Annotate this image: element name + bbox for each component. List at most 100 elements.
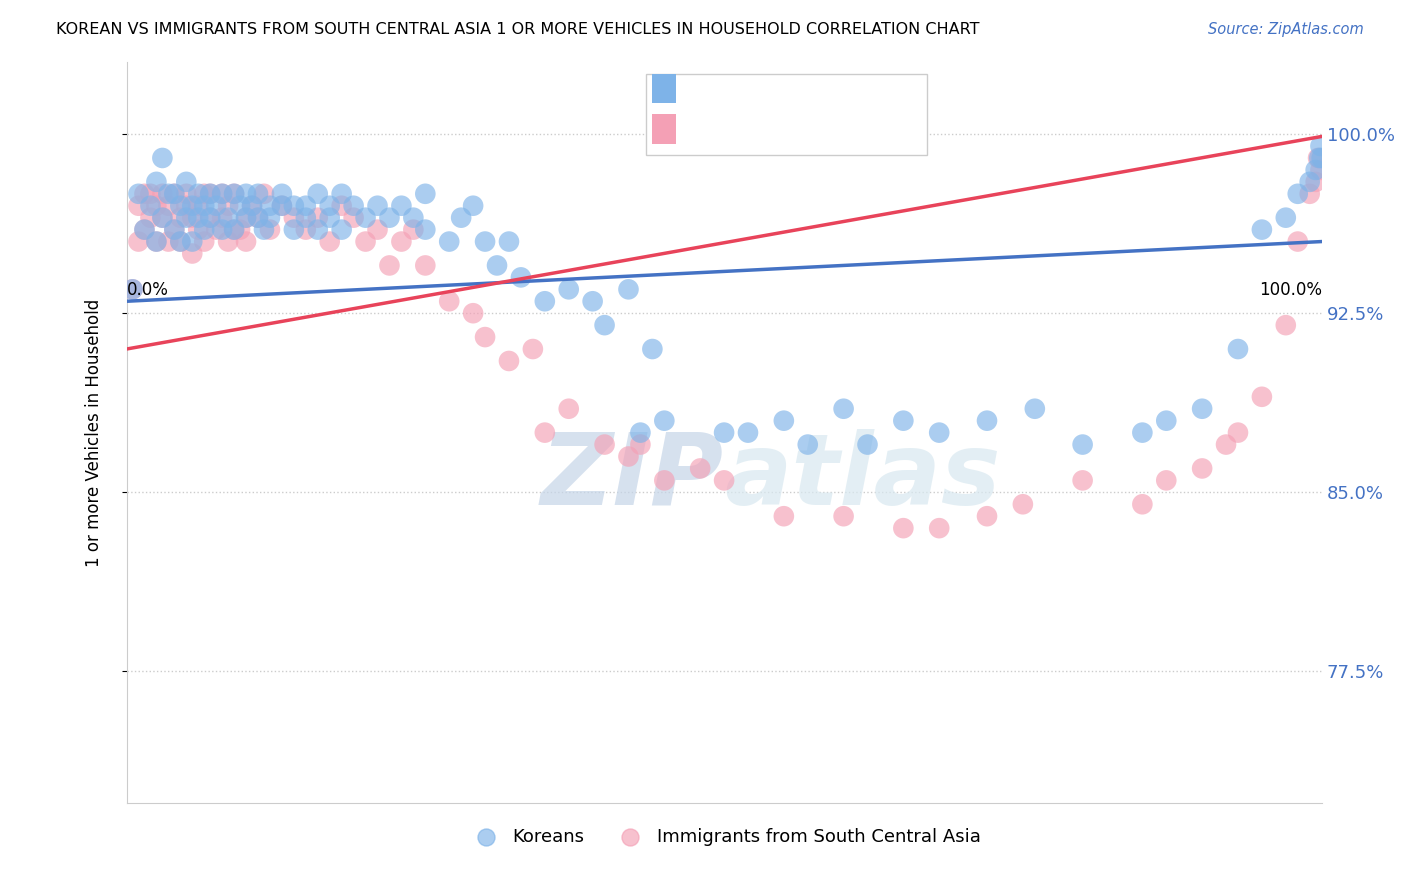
- Point: [240, 199, 263, 213]
- Text: Source: ZipAtlas.com: Source: ZipAtlas.com: [1208, 22, 1364, 37]
- Point: [318, 211, 342, 225]
- Point: [163, 186, 186, 201]
- Point: [976, 414, 998, 428]
- Point: [1308, 151, 1330, 165]
- Point: [145, 235, 167, 249]
- Point: [1226, 342, 1249, 356]
- Point: [474, 235, 496, 249]
- Text: ZIP: ZIP: [541, 428, 724, 525]
- Point: [187, 211, 209, 225]
- Point: [181, 211, 204, 225]
- Point: [1305, 175, 1327, 189]
- Point: [628, 425, 651, 440]
- FancyBboxPatch shape: [652, 114, 676, 144]
- Point: [1071, 474, 1094, 488]
- Point: [773, 414, 796, 428]
- Point: [187, 222, 209, 236]
- Point: [169, 199, 191, 213]
- FancyBboxPatch shape: [647, 73, 927, 155]
- Point: [247, 211, 270, 225]
- Point: [217, 235, 239, 249]
- Point: [200, 211, 222, 225]
- Point: [557, 401, 581, 416]
- Point: [402, 211, 425, 225]
- Point: [343, 211, 366, 225]
- Point: [259, 199, 281, 213]
- Point: [127, 235, 149, 249]
- Point: [378, 259, 401, 273]
- Text: R =: R =: [682, 119, 727, 139]
- Point: [235, 186, 257, 201]
- Point: [1071, 437, 1094, 451]
- Point: [247, 211, 270, 225]
- Point: [150, 211, 174, 225]
- Point: [247, 186, 270, 201]
- Point: [318, 199, 342, 213]
- Point: [1226, 425, 1249, 440]
- Point: [217, 199, 239, 213]
- Point: [1024, 401, 1046, 416]
- Point: [127, 199, 149, 213]
- Point: [391, 235, 413, 249]
- Point: [318, 235, 342, 249]
- Point: [354, 211, 377, 225]
- Point: [145, 175, 167, 189]
- Text: R =: R =: [682, 78, 727, 98]
- Point: [439, 235, 461, 249]
- Point: [150, 186, 174, 201]
- Point: [169, 235, 191, 249]
- Point: [617, 282, 640, 296]
- Point: [205, 199, 228, 213]
- Point: [1250, 222, 1272, 236]
- Point: [1309, 162, 1331, 177]
- Point: [343, 199, 366, 213]
- Point: [235, 211, 257, 225]
- Point: [134, 222, 156, 236]
- Point: [294, 199, 316, 213]
- Point: [366, 222, 388, 236]
- Point: [1286, 235, 1309, 249]
- Point: [150, 151, 174, 165]
- Point: [330, 186, 353, 201]
- Point: [294, 222, 316, 236]
- Point: [1298, 175, 1320, 189]
- Point: [222, 222, 246, 236]
- Point: [240, 199, 263, 213]
- Point: [1250, 390, 1272, 404]
- Point: [270, 199, 294, 213]
- Point: [582, 294, 605, 309]
- Point: [832, 401, 855, 416]
- Point: [832, 509, 855, 524]
- Point: [1130, 497, 1153, 511]
- Point: [307, 222, 329, 236]
- Point: [163, 222, 186, 236]
- Point: [689, 461, 711, 475]
- Point: [134, 186, 156, 201]
- Text: 116: 116: [882, 78, 925, 98]
- Point: [461, 306, 484, 320]
- Point: [163, 222, 186, 236]
- Point: [283, 222, 305, 236]
- Point: [253, 186, 276, 201]
- Point: [461, 199, 484, 213]
- Point: [235, 235, 257, 249]
- Point: [193, 199, 215, 213]
- Point: [283, 199, 305, 213]
- Point: [259, 211, 281, 225]
- Point: [641, 342, 664, 356]
- Point: [259, 222, 281, 236]
- Point: [1309, 139, 1331, 153]
- Point: [1274, 318, 1296, 333]
- Point: [330, 222, 353, 236]
- Point: [402, 222, 425, 236]
- Point: [976, 509, 998, 524]
- Point: [200, 186, 222, 201]
- Point: [229, 222, 252, 236]
- Point: [1310, 151, 1333, 165]
- Text: KOREAN VS IMMIGRANTS FROM SOUTH CENTRAL ASIA 1 OR MORE VEHICLES IN HOUSEHOLD COR: KOREAN VS IMMIGRANTS FROM SOUTH CENTRAL …: [56, 22, 980, 37]
- Point: [174, 211, 197, 225]
- Point: [1286, 186, 1309, 201]
- Point: [157, 235, 180, 249]
- Point: [1154, 474, 1177, 488]
- Point: [193, 186, 215, 201]
